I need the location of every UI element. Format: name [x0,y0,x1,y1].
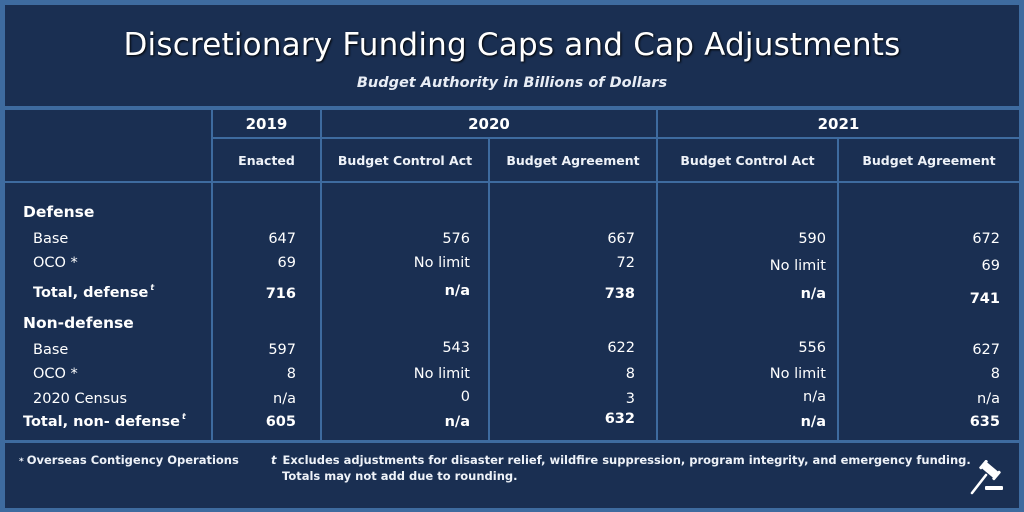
column-2021-ba [839,183,1019,440]
table-cell: 69 [277,255,296,271]
table-cell: n/a [803,389,826,405]
t-marker: t [271,453,277,467]
table-cell: 543 [442,340,470,356]
table-cell: n/a [977,391,1000,407]
table-cell-total: 632 [604,411,635,427]
table-cell-total: n/a [800,286,826,302]
year-header-2020: 2020 [322,110,656,137]
table-cell: 667 [607,231,635,247]
row-label: OCO * [33,255,78,271]
row-label: Base [33,342,69,358]
row-label: OCO * [33,366,78,382]
table-cell-total: 741 [969,291,1000,307]
footnote-panel [5,443,1019,508]
table-cell: 576 [442,231,470,247]
table-cell: No limit [769,258,826,274]
subheader-2020-bca: Budget Control Act [322,139,488,181]
table-cell: No limit [413,366,470,382]
table-cell: 8 [625,366,635,382]
section-label-non-defense: Non-defense [23,314,134,332]
table-cell: 622 [607,340,635,356]
footnote-marker: t [150,283,155,292]
row-label-total-non-defense: Total, non- defense t [23,412,186,430]
year-header-2021: 2021 [658,110,1019,137]
footnote-totals: t Excludes adjustments for disaster relie… [271,453,971,467]
table-cell: No limit [769,366,826,382]
asterisk-marker: * [19,457,24,467]
page-subtitle: Budget Authority in Billions of Dollars [356,75,668,91]
footnote-oco-text: Overseas Contigency Operations [26,453,239,467]
label-column [5,183,211,440]
row-label-total-defense: Total, defense t [33,283,155,301]
table-cell-total: n/a [444,414,470,430]
table-cell: 597 [268,342,296,358]
section-label-defense: Defense [23,203,95,221]
table-cell-total: 605 [265,414,296,430]
table-cell: n/a [273,391,296,407]
page-title: Discretionary Funding Caps and Cap Adjus… [123,27,901,63]
table-cell: 647 [268,231,296,247]
footnote-totals-line2: Totals may not add due to rounding. [282,469,518,483]
table-cell: 556 [798,340,826,356]
table-cell: No limit [413,255,470,271]
table-cell-total: 738 [604,286,635,302]
column-2020-ba [490,183,656,440]
row-label-text: Total, defense [33,285,149,301]
row-label-text: Total, non- defense [23,414,180,430]
column-2019-enacted [213,183,320,440]
table-corner [5,110,211,181]
table-cell-total: 716 [265,286,296,302]
gavel-icon [970,460,1003,495]
row-label: Base [33,231,69,247]
table-cell: 3 [625,391,635,407]
table-cell: 69 [981,258,1000,274]
table-cell: 0 [460,389,470,405]
column-2020-bca [322,183,488,440]
table-cell-total: n/a [444,283,470,299]
title-panel: Discretionary Funding Caps and Cap Adjus… [5,5,1019,106]
table-cell-total: 635 [969,414,1000,430]
footnote-marker: t [182,412,186,421]
subheader-2021-bca: Budget Control Act [658,139,837,181]
table-cell: 8 [990,366,1000,382]
table-cell-total: n/a [800,414,826,430]
footnote-totals-line1: Excludes adjustments for disaster relief… [282,453,971,467]
table-cell: 672 [972,231,1000,247]
subheader-2019-enacted: Enacted [213,139,320,181]
footnote-oco: * Overseas Contigency Operations [19,453,239,467]
table-cell: 627 [972,342,1000,358]
row-label: 2020 Census [33,391,128,407]
table-cell: 72 [616,255,635,271]
subheader-2020-ba: Budget Agreement [490,139,656,181]
table-cell: 590 [798,231,826,247]
column-2021-bca [658,183,837,440]
table-cell: 8 [286,366,296,382]
year-header-2019: 2019 [213,110,320,137]
subheader-2021-ba: Budget Agreement [839,139,1019,181]
